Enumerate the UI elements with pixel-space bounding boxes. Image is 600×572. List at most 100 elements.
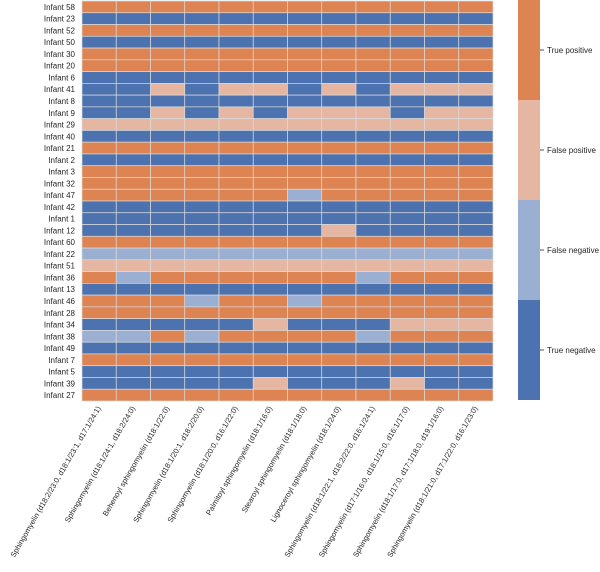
heatmap-cell (81, 330, 117, 343)
heatmap-cell (81, 259, 117, 272)
heatmap-cell (252, 47, 288, 61)
heatmap-cell (184, 200, 220, 214)
heatmap-cell (355, 388, 391, 402)
heatmap-cell (287, 188, 323, 202)
heatmap-cell (355, 224, 391, 237)
heatmap-cell (150, 365, 186, 378)
heatmap-cell (389, 153, 425, 167)
heatmap-cell (321, 235, 357, 249)
heatmap-cell (458, 165, 494, 178)
heatmap-cell (287, 12, 323, 25)
column-label: Sphingomyelin (d18:1/20:1, d18:2/20:0) (131, 404, 206, 524)
heatmap-cell (218, 35, 254, 49)
heatmap-cell (81, 106, 117, 119)
heatmap-cell (355, 141, 391, 155)
row-label: Infant 27 (44, 391, 76, 400)
heatmap-cell (115, 177, 151, 190)
heatmap-cell (287, 259, 323, 272)
heatmap-cell (150, 24, 186, 37)
heatmap-cell (81, 365, 117, 378)
heatmap-cell (355, 294, 391, 308)
heatmap-cell (389, 330, 425, 343)
heatmap-cell (81, 212, 117, 225)
heatmap-cell (287, 24, 323, 37)
heatmap-cell (252, 188, 288, 202)
heatmap-cell (252, 0, 288, 14)
heatmap-cell (115, 377, 151, 390)
row-label: Infant 22 (44, 250, 76, 259)
heatmap-cell (184, 330, 220, 343)
heatmap-cell (321, 188, 357, 202)
heatmap-cell (424, 141, 460, 155)
heatmap-cell (287, 59, 323, 72)
heatmap-cell (252, 341, 288, 355)
heatmap-cell (184, 59, 220, 72)
heatmap-cell (115, 271, 151, 284)
heatmap-cell (355, 0, 391, 14)
heatmap-cell (150, 165, 186, 178)
heatmap-cell (81, 130, 117, 143)
heatmap-cell (150, 212, 186, 225)
heatmap-cell (184, 259, 220, 272)
heatmap-cell (458, 377, 494, 390)
heatmap-cell (184, 12, 220, 25)
heatmap-cell (252, 259, 288, 272)
heatmap-cell (184, 318, 220, 331)
heatmap-cell (184, 224, 220, 237)
heatmap-cell (150, 106, 186, 119)
row-label: Infant 51 (44, 262, 76, 271)
heatmap-cell (321, 259, 357, 272)
heatmap-cell (389, 377, 425, 390)
column-labels: Sphingomyelin (d18:2/23:0, d18:1/23:1, d… (9, 404, 480, 559)
heatmap-cell (355, 353, 391, 367)
heatmap-cell (115, 35, 151, 49)
heatmap-cell (81, 71, 117, 84)
heatmap-cell (287, 83, 323, 96)
heatmap-cell (389, 0, 425, 14)
heatmap-cell (81, 294, 117, 308)
heatmap-cell (184, 83, 220, 96)
heatmap-cell (81, 165, 117, 178)
heatmap-cell (424, 365, 460, 378)
heatmap-cell (252, 271, 288, 284)
heatmap-cell (81, 353, 117, 367)
heatmap-cell (321, 47, 357, 61)
heatmap-cell (184, 306, 220, 319)
heatmap-cell (389, 212, 425, 225)
heatmap-cell (458, 83, 494, 96)
heatmap-cell (355, 35, 391, 49)
heatmap-cell (218, 177, 254, 190)
heatmap-cell (458, 106, 494, 119)
heatmap-cell (150, 94, 186, 108)
heatmap-cell (184, 283, 220, 296)
heatmap-cell (287, 235, 323, 249)
heatmap-cell (150, 118, 186, 131)
heatmap-cell (287, 306, 323, 319)
heatmap-cell (424, 388, 460, 402)
heatmap-cell (81, 35, 117, 49)
heatmap-cell (150, 377, 186, 390)
heatmap-cell (115, 130, 151, 143)
row-label: Infant 41 (44, 85, 76, 94)
heatmap-cell (424, 330, 460, 343)
heatmap-cell (424, 341, 460, 355)
heatmap-cell (355, 377, 391, 390)
heatmap-cell (389, 306, 425, 319)
heatmap-cell (150, 35, 186, 49)
heatmap-cell (252, 330, 288, 343)
heatmap-cell (218, 318, 254, 331)
heatmap-cell (218, 283, 254, 296)
colorbar-segment (518, 200, 540, 300)
heatmap-cell (321, 271, 357, 284)
heatmap-cell (321, 94, 357, 108)
heatmap-cell (355, 12, 391, 25)
row-labels: Infant 58 Infant 23 Infant 52 Infant 50 Infa… (44, 3, 76, 400)
heatmap-cell (81, 283, 117, 296)
heatmap-cell (252, 71, 288, 84)
heatmap-cell (321, 106, 357, 119)
heatmap-cell (218, 353, 254, 367)
heatmap-cell (184, 153, 220, 167)
heatmap-cell (252, 306, 288, 319)
colorbar-label: True positive (547, 46, 593, 55)
heatmap-cell (458, 153, 494, 167)
